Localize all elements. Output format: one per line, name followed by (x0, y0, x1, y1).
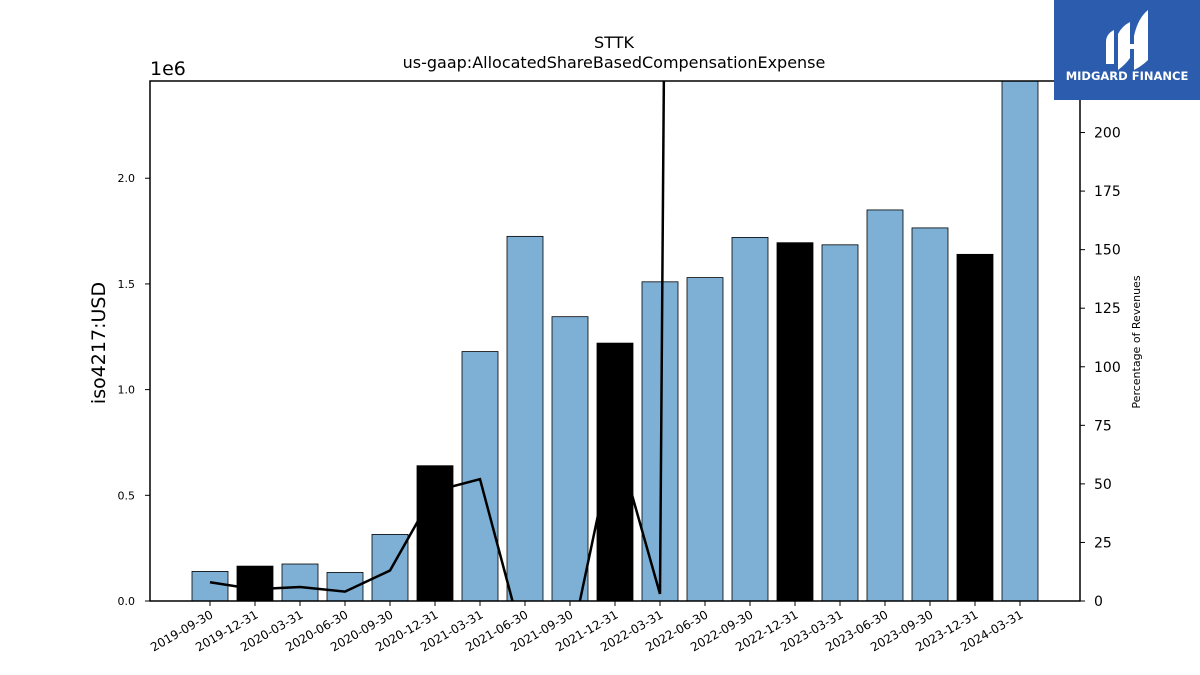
y2-tick-label: 175 (1094, 184, 1121, 200)
y2-axis-label: Percentage of Revenues (1130, 275, 1143, 408)
bar-2023-09-30 (911, 227, 949, 602)
bar-2021-09-30 (551, 316, 589, 602)
chart-subtitle: us-gaap:AllocatedShareBasedCompensationE… (403, 53, 826, 72)
y-tick-label: 2.0 (118, 172, 136, 185)
bar-2020-12-31 (416, 465, 454, 602)
y2-tick-label: 125 (1094, 301, 1121, 317)
bar-2020-03-31 (281, 563, 319, 602)
line-series-spike (658, 81, 666, 594)
bar-2021-06-30 (506, 235, 544, 602)
y2-tick-label: 0 (1094, 594, 1103, 610)
bar-2022-09-30 (731, 237, 769, 602)
y2-tick-label: 200 (1094, 126, 1121, 142)
bar-2020-09-30 (371, 534, 409, 602)
y-axis-label: iso4217:USD (88, 282, 110, 404)
midgard-logo-icon (1106, 10, 1148, 70)
y-offset-label: 1e6 (150, 58, 186, 80)
bar-2019-12-31 (236, 565, 274, 602)
bar-2023-12-31 (956, 253, 994, 602)
y2-tick-label: 100 (1094, 360, 1121, 376)
y-tick-label: 1.5 (118, 278, 136, 291)
chart-title: STTK (594, 33, 634, 52)
bar-2022-06-30 (686, 277, 724, 602)
bar-2021-12-31 (596, 342, 634, 602)
bar-2023-03-31 (821, 244, 859, 602)
y2-tick-label: 75 (1094, 418, 1112, 434)
y-tick-label: 0.0 (118, 595, 136, 608)
y2-tick-label: 150 (1094, 243, 1121, 259)
y-tick-label: 1.0 (118, 384, 136, 397)
bar-2019-09-30 (191, 571, 229, 602)
logo: MIDGARD FINANCE (1054, 0, 1200, 100)
logo-text: MIDGARD FINANCE (1066, 69, 1189, 83)
bar-2024-03-31 (1001, 80, 1039, 602)
bar-2021-03-31 (461, 351, 499, 602)
bar-2023-06-30 (866, 209, 904, 602)
y-tick-label: 0.5 (118, 489, 136, 502)
y2-tick-label: 25 (1094, 535, 1112, 551)
y2-tick-label: 50 (1094, 477, 1112, 493)
bar-2022-12-31 (776, 242, 814, 602)
